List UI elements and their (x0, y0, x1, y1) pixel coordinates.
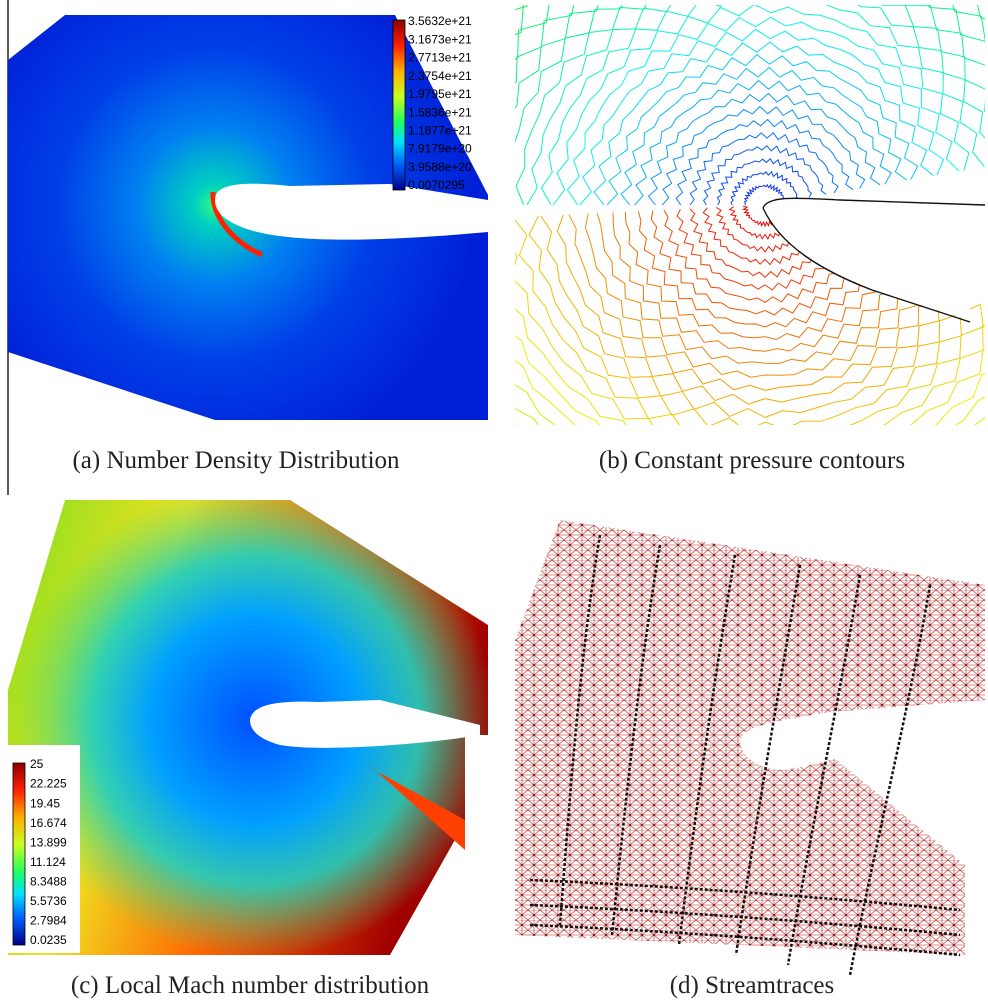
contour (650, 210, 868, 316)
colorbar-label: 25 (30, 757, 44, 771)
colorbar-label: 11.124 (30, 855, 66, 869)
contour (540, 5, 985, 206)
contour (596, 213, 913, 365)
contour (676, 208, 844, 291)
colorbar (392, 19, 406, 191)
contour (566, 16, 960, 206)
colorbar-label: 2.7713e+21 (408, 51, 472, 65)
streamtrace (786, 574, 862, 966)
panel-a: 3.5632e+21 3.1673e+21 2.7713e+21 2.3754e+21… (8, 14, 488, 474)
contour (612, 212, 906, 352)
contour (730, 170, 800, 206)
contour (515, 218, 985, 425)
streamtrace (848, 584, 932, 976)
panel-d: (d) Streamtraces (515, 520, 985, 999)
colorbar-label: 16.674 (30, 816, 67, 830)
panel-b: (b) Constant pressure contours (515, 5, 986, 474)
colorbar-label: 8.3488 (30, 875, 67, 889)
colorbar-label: 3.5632e+21 (408, 14, 472, 28)
colorbar-label: 0.0070295 (408, 178, 465, 192)
contour (515, 5, 985, 206)
colorbar (12, 762, 26, 946)
panel-c: 25 22.225 19.45 16.674 13.899 11.124 8.3488 5.5… (8, 500, 488, 999)
colorbar-label: 19.45 (30, 796, 60, 810)
colorbar-label: 13.899 (30, 835, 67, 849)
colorbar-label: 0.0235 (30, 933, 67, 947)
contour (515, 5, 985, 206)
colorbar-label: 2.7984 (30, 914, 67, 928)
body (215, 183, 488, 240)
contour (515, 5, 985, 206)
colorbar-label: 1.9795e+21 (408, 87, 472, 101)
contour (526, 5, 985, 206)
contour (540, 215, 961, 418)
contour (675, 118, 854, 206)
body-outline (762, 197, 986, 323)
contour (556, 214, 956, 405)
stagnation-band (210, 191, 264, 258)
contour (584, 213, 931, 378)
contour (515, 217, 984, 425)
contour (637, 211, 880, 328)
colorbar-label: 3.9588e+20 (408, 160, 472, 174)
contour (624, 211, 890, 341)
contour (515, 5, 985, 206)
contour (743, 183, 786, 206)
contour (528, 215, 981, 425)
contour (593, 41, 934, 206)
colorbar-label: 1.5836e+21 (408, 105, 472, 119)
contour (568, 214, 937, 391)
contour (647, 92, 881, 206)
body (763, 198, 970, 320)
colorbar-label: 5.5736 (30, 894, 67, 908)
streamtrace (529, 903, 961, 937)
contour (552, 5, 970, 206)
body (250, 700, 480, 748)
contour (663, 209, 855, 303)
caption: (d) Streamtraces (670, 972, 835, 999)
contour (689, 131, 839, 206)
contour (515, 5, 985, 206)
contour (515, 5, 985, 206)
body (740, 700, 985, 770)
contour (606, 54, 919, 206)
contour (634, 79, 892, 206)
streamtrace (529, 923, 961, 957)
contour (702, 144, 827, 206)
colorbar-label: 3.1673e+21 (408, 32, 472, 46)
streamtrace (677, 554, 737, 946)
caption: (b) Constant pressure contours (599, 447, 905, 474)
contour (515, 217, 985, 425)
contour (515, 218, 985, 425)
colorbar-label: 1.1877e+21 (408, 124, 472, 138)
contour (579, 28, 945, 206)
contour (661, 105, 866, 206)
streamtrace (734, 564, 802, 956)
caption: (c) Local Mach number distribution (71, 972, 430, 999)
colorbar-label: 2.3754e+21 (408, 69, 472, 83)
streamtrace (529, 878, 961, 912)
colorbar-label: 7.9179e+20 (408, 142, 472, 156)
caption: (a) Number Density Distribution (72, 447, 400, 474)
contour (620, 66, 908, 206)
contour (515, 5, 985, 206)
colorbar-label: 22.225 (30, 777, 67, 791)
contour (716, 158, 812, 206)
mach-field-core (8, 500, 488, 955)
streamtrace (558, 534, 602, 926)
